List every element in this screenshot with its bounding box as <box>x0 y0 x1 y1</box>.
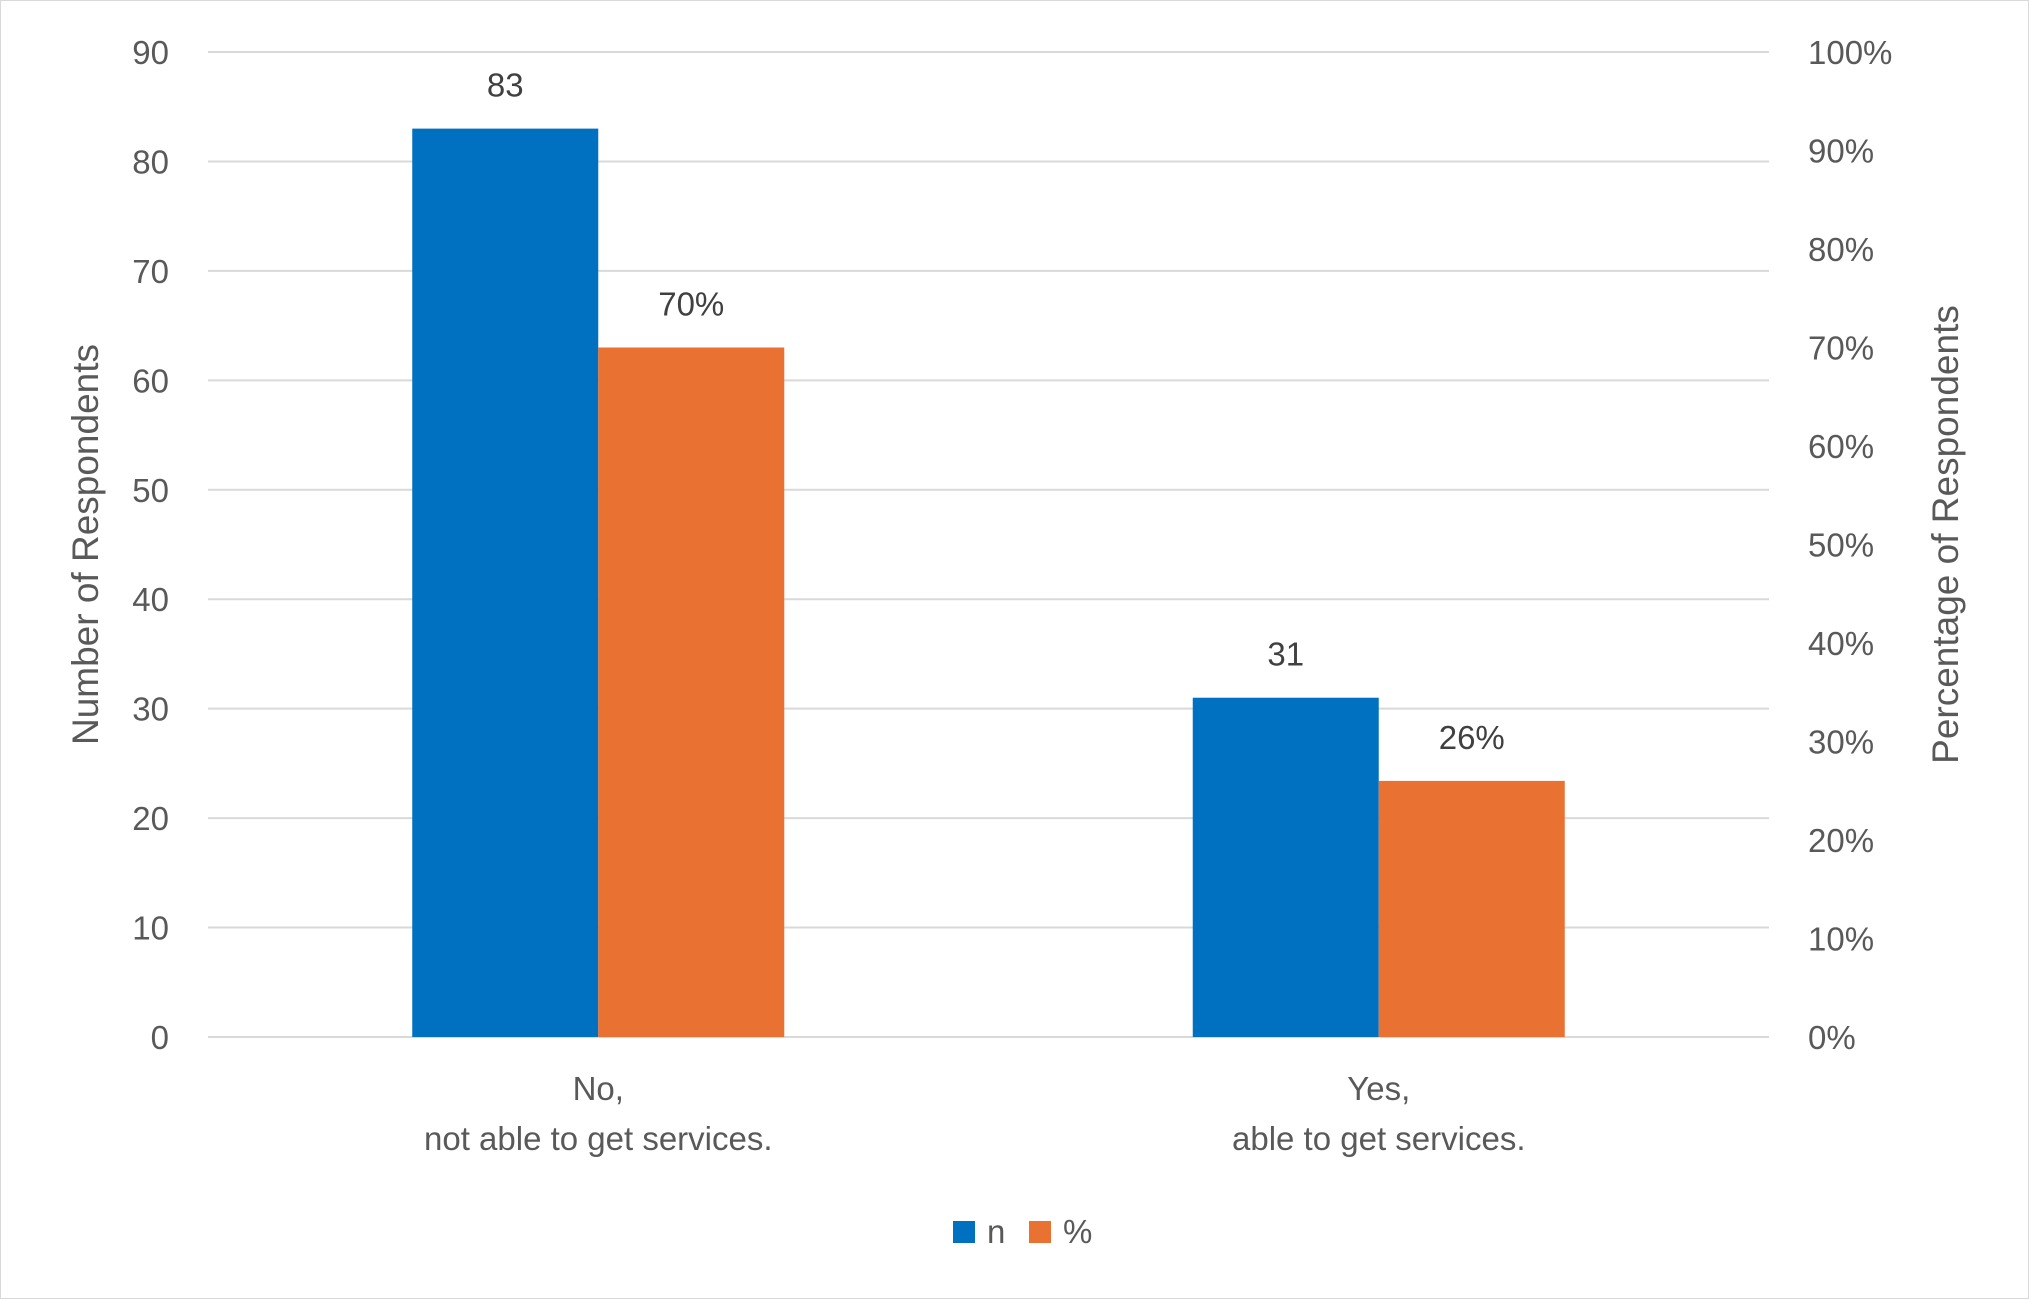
data-label: 70% <box>658 286 724 323</box>
bar-n <box>1192 697 1379 1037</box>
bars <box>412 128 1565 1038</box>
left-tick-label: 0 <box>151 1019 169 1056</box>
left-tick-label: 30 <box>132 691 169 728</box>
data-label: 83 <box>487 67 524 104</box>
category-label-line: No, <box>573 1070 624 1107</box>
category-label-line: able to get services. <box>1232 1120 1526 1157</box>
category-label: No, not able to get services. <box>424 1070 773 1157</box>
data-label: 31 <box>1267 636 1304 673</box>
right-tick-label: 50% <box>1808 527 1874 564</box>
left-axis-ticks: 0 10 20 30 40 50 60 70 80 90 <box>132 34 169 1056</box>
left-axis-title: Number of Respondents <box>65 344 106 745</box>
right-tick-label: 20% <box>1808 822 1874 859</box>
left-tick-label: 60 <box>132 362 169 399</box>
right-tick-label: 90% <box>1808 133 1874 170</box>
left-tick-label: 50 <box>132 472 169 509</box>
right-tick-label: 80% <box>1808 231 1874 268</box>
right-axis-ticks: 0% 10% 20% 30% 40% 50% 60% 70% 80% 90% 100% <box>1808 34 1892 1056</box>
data-label: 26% <box>1439 719 1505 756</box>
right-tick-label: 40% <box>1808 625 1874 662</box>
right-tick-label: 60% <box>1808 428 1874 465</box>
right-tick-label: 30% <box>1808 724 1874 761</box>
left-tick-label: 40 <box>132 581 169 618</box>
left-tick-label: 80 <box>132 143 169 180</box>
data-labels: 83 70% 31 26% <box>487 67 1505 756</box>
right-tick-label: 70% <box>1808 330 1874 367</box>
category-label: Yes, able to get services. <box>1232 1070 1526 1157</box>
category-label-line: not able to get services. <box>424 1120 773 1157</box>
bar-n <box>412 128 599 1038</box>
left-tick-label: 10 <box>132 910 169 947</box>
left-tick-label: 90 <box>132 34 169 71</box>
category-axis-labels: No, not able to get services. Yes, able to … <box>424 1070 1526 1157</box>
right-axis-title: Percentage of Respondents <box>1925 305 1966 764</box>
legend: n% <box>953 1213 1092 1250</box>
legend-label: n <box>987 1213 1005 1250</box>
legend-swatch <box>953 1221 975 1243</box>
left-tick-label: 20 <box>132 800 169 837</box>
legend-swatch <box>1029 1221 1051 1243</box>
right-tick-label: 10% <box>1808 921 1874 958</box>
category-label-line: Yes, <box>1347 1070 1410 1107</box>
bar-percent <box>1378 780 1565 1037</box>
right-tick-label: 100% <box>1808 34 1892 71</box>
legend-label: % <box>1063 1213 1092 1250</box>
left-tick-label: 70 <box>132 253 169 290</box>
right-tick-label: 0% <box>1808 1019 1856 1056</box>
bar-percent <box>598 347 785 1037</box>
